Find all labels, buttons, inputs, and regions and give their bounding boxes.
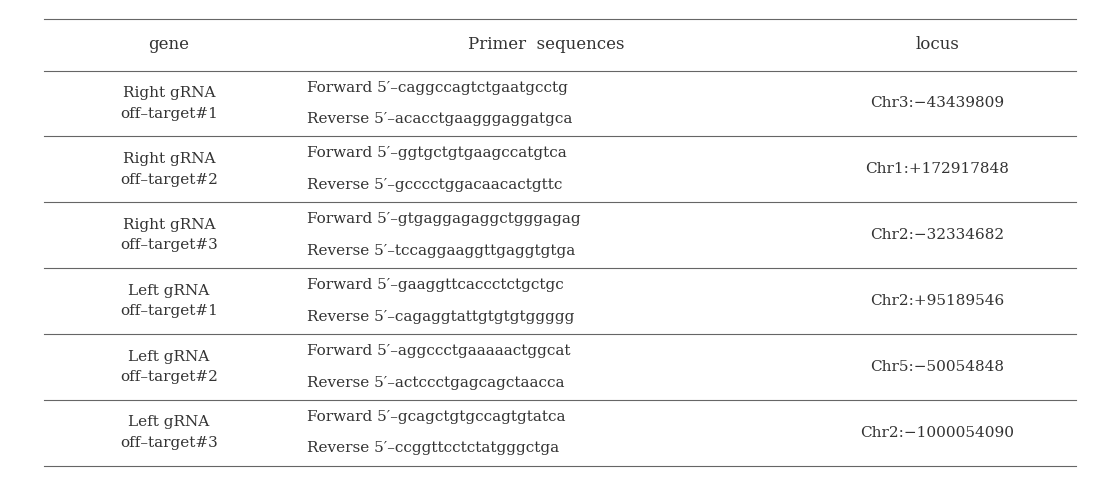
- Text: Right gRNA
off–target#2: Right gRNA off–target#2: [120, 152, 218, 187]
- Text: gene: gene: [149, 36, 190, 53]
- Text: Primer  sequences: Primer sequences: [468, 36, 624, 53]
- Text: Left gRNA
off–target#2: Left gRNA off–target#2: [120, 349, 218, 384]
- Text: Right gRNA
off–target#1: Right gRNA off–target#1: [120, 86, 218, 121]
- Text: Chr2:+95189546: Chr2:+95189546: [869, 294, 1005, 308]
- Text: Reverse 5′–actccctgagcagctaacca: Reverse 5′–actccctgagcagctaacca: [307, 376, 564, 390]
- Text: Chr2:−1000054090: Chr2:−1000054090: [861, 426, 1014, 440]
- Text: Chr5:−50054848: Chr5:−50054848: [871, 360, 1004, 374]
- Text: Reverse 5′–tccaggaaggttgaggtgtga: Reverse 5′–tccaggaaggttgaggtgtga: [307, 244, 576, 258]
- Text: Left gRNA
off–target#3: Left gRNA off–target#3: [120, 415, 218, 450]
- Text: Forward 5′–ggtgctgtgaagccatgtca: Forward 5′–ggtgctgtgaagccatgtca: [307, 146, 567, 160]
- Text: Reverse 5′–ccggttcctctatgggctga: Reverse 5′–ccggttcctctatgggctga: [307, 442, 559, 456]
- Text: Reverse 5′–acacctgaagggaggatgca: Reverse 5′–acacctgaagggaggatgca: [307, 112, 572, 126]
- Text: Chr2:−32334682: Chr2:−32334682: [871, 228, 1004, 242]
- Text: Forward 5′–gtgaggagaggctgggagag: Forward 5′–gtgaggagaggctgggagag: [307, 212, 581, 227]
- Text: Right gRNA
off–target#3: Right gRNA off–target#3: [120, 218, 218, 252]
- Text: Reverse 5′–gcccctggacaacactgttc: Reverse 5′–gcccctggacaacactgttc: [307, 178, 562, 192]
- Text: Left gRNA
off–target#1: Left gRNA off–target#1: [120, 284, 218, 318]
- Text: Chr1:+172917848: Chr1:+172917848: [865, 162, 1009, 176]
- Text: Forward 5′–gaaggttcaccctctgctgc: Forward 5′–gaaggttcaccctctgctgc: [307, 278, 564, 292]
- Text: locus: locus: [915, 36, 959, 53]
- Text: Forward 5′–gcagctgtgccagtgtatca: Forward 5′–gcagctgtgccagtgtatca: [307, 410, 566, 424]
- Text: Chr3:−43439809: Chr3:−43439809: [871, 96, 1004, 110]
- Text: Forward 5′–aggccctgaaaaactggcat: Forward 5′–aggccctgaaaaactggcat: [307, 344, 571, 358]
- Text: Forward 5′–caggccagtctgaatgcctg: Forward 5′–caggccagtctgaatgcctg: [307, 81, 568, 95]
- Text: Reverse 5′–cagaggtattgtgtgtggggg: Reverse 5′–cagaggtattgtgtgtggggg: [307, 310, 574, 324]
